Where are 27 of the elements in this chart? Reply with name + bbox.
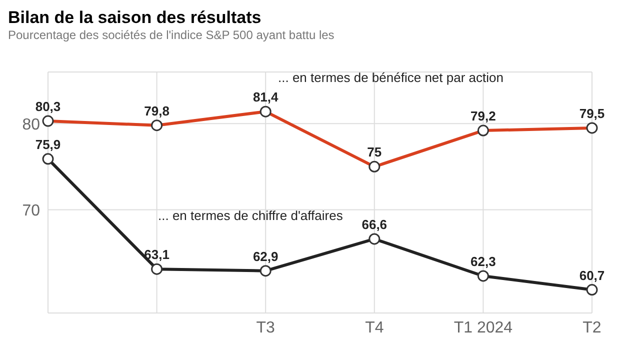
point <box>260 265 272 277</box>
data-label: 79,5 <box>579 106 605 121</box>
chart-subtitle: Pourcentage des sociétés de l'indice S&P 500 ayant battu les <box>8 28 336 42</box>
point <box>151 263 163 275</box>
data-label: 75 <box>367 144 382 160</box>
data-label: 60,7 <box>579 268 605 283</box>
data-label: 79,2 <box>470 108 496 124</box>
x-tick-label: T2 <box>582 319 602 336</box>
y-tick-label: 80 <box>22 116 40 134</box>
point <box>477 270 489 282</box>
point <box>42 153 54 165</box>
x-tick-label: T1 2024 <box>454 319 513 336</box>
chart-title: Bilan de la saison des résultats <box>8 8 262 28</box>
series-label: ... en termes de chiffre d'affaires <box>158 208 344 223</box>
data-label: 62,9 <box>252 248 278 264</box>
data-label: 80,3 <box>35 99 61 114</box>
data-label: 81,4 <box>252 90 280 105</box>
x-tick-label: T3 <box>256 319 276 336</box>
data-label: 79,8 <box>144 103 170 118</box>
x-tick-label: T4 <box>365 319 384 336</box>
point <box>586 284 598 296</box>
data-label: 62,3 <box>470 254 496 269</box>
series-label: ... en termes de bénéfice net par action <box>278 70 504 85</box>
data-label: 66,6 <box>362 216 388 232</box>
data-label: 75,9 <box>35 136 61 152</box>
point <box>368 233 380 245</box>
y-tick-label: 70 <box>22 202 40 220</box>
